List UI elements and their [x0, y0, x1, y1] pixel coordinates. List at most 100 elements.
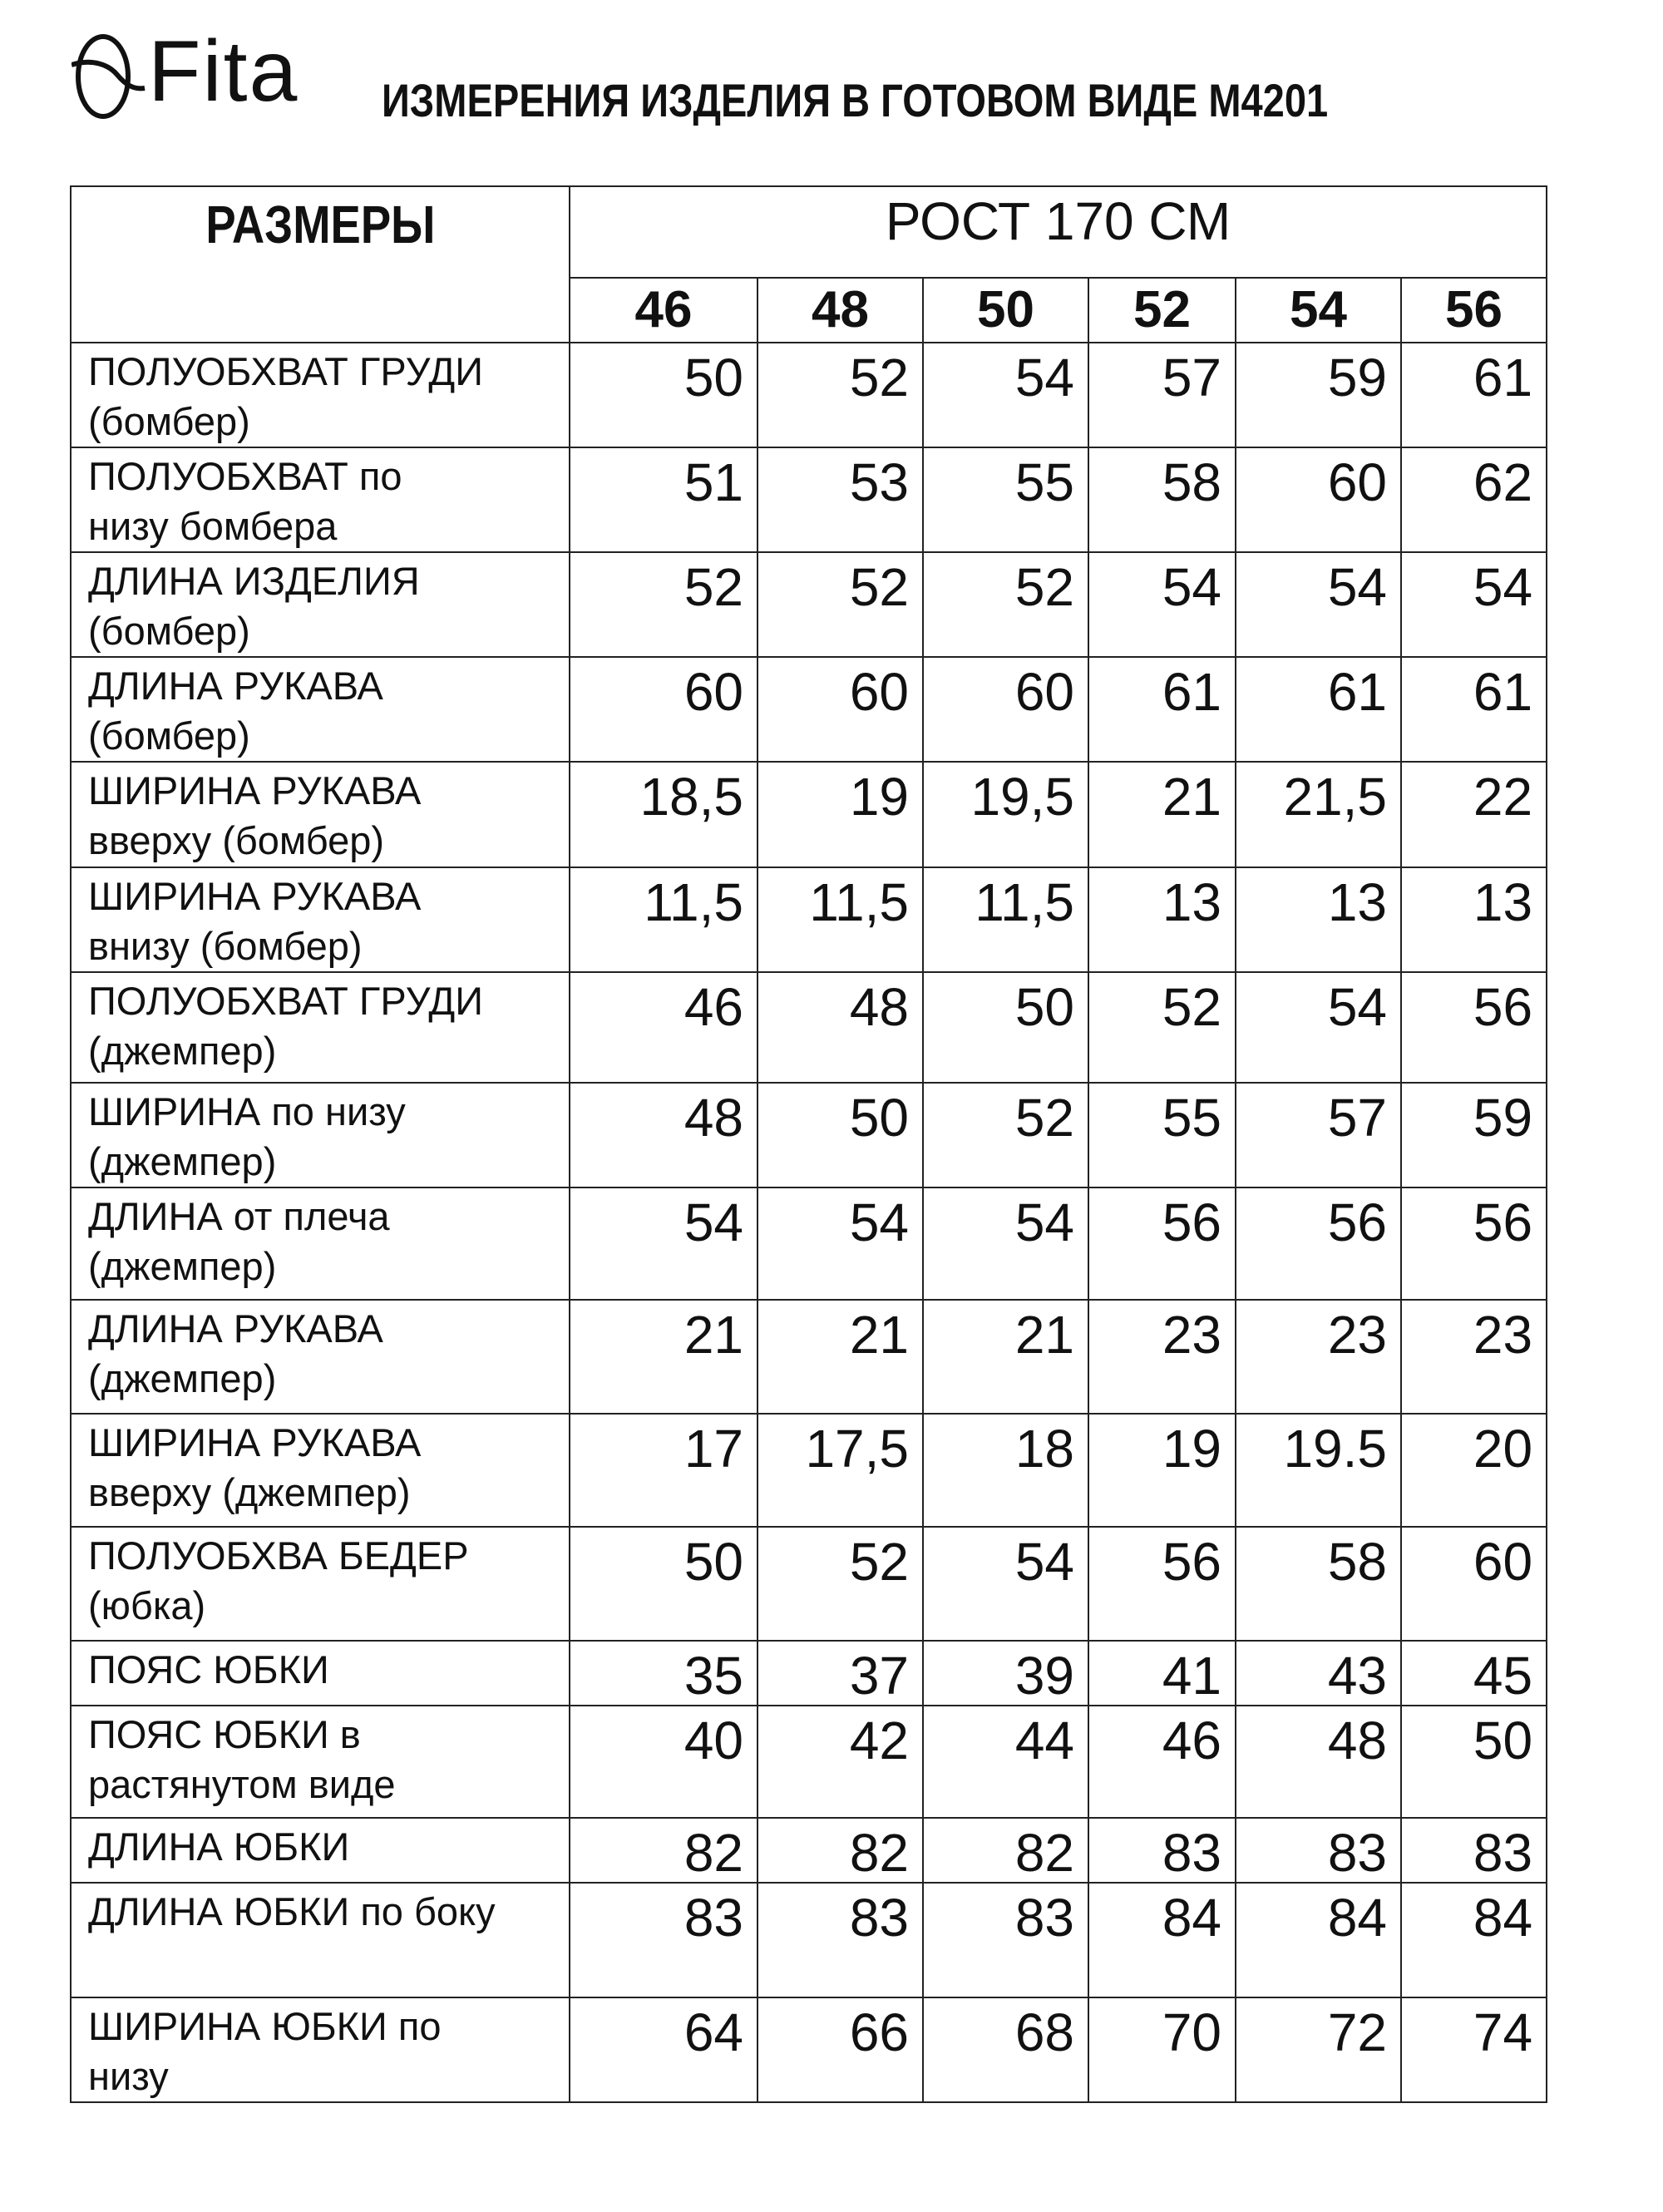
measurement-cell: 84 — [1235, 1882, 1402, 1998]
measurement-cell: 23 — [1399, 1299, 1548, 1415]
measurement-cell: 82 — [757, 1817, 924, 1884]
measurement-cell: 41 — [1088, 1640, 1236, 1706]
measurement-cell: 60 — [757, 656, 924, 763]
measurement-cell: 48 — [569, 1082, 758, 1188]
measurement-cell: 83 — [1088, 1817, 1236, 1884]
measurement-cell: 35 — [569, 1640, 758, 1706]
measurement-cell: 52 — [1088, 971, 1236, 1084]
measurement-cell: 19 — [1088, 1413, 1236, 1528]
measurement-cell: 53 — [757, 447, 924, 553]
measurement-cell: 21 — [922, 1299, 1089, 1415]
measurement-cell: 44 — [922, 1705, 1089, 1819]
table-row: ПОЛУОБХВАТ ГРУДИ (джемпер) 46 48 50 52 54 56 — [70, 971, 1548, 1084]
measurement-cell: 56 — [1399, 1187, 1548, 1301]
measurement-cell: 13 — [1088, 867, 1236, 973]
row-label: ПОЛУОБХВАТ по низу бомбера — [70, 447, 570, 553]
table-row: ДЛИНА от плеча (джемпер) 54 54 54 56 56 56 — [70, 1187, 1548, 1301]
measurement-cell: 17 — [569, 1413, 758, 1528]
measurement-cell: 42 — [757, 1705, 924, 1819]
row-label-line: ДЛИНА ЮБКИ по боку — [88, 1889, 496, 1933]
row-label: ДЛИНА ЮБКИ — [70, 1817, 570, 1884]
table-row: ШИРИНА РУКАВА вверху (джемпер) 17 17,5 18 19 1… — [70, 1413, 1548, 1528]
measurement-cell: 70 — [1088, 1997, 1236, 2103]
measurement-cell: 83 — [569, 1882, 758, 1998]
measurement-cell: 60 — [1235, 447, 1402, 553]
measurement-cell: 54 — [1235, 971, 1402, 1084]
row-label-line: ДЛИНА ЮБКИ — [88, 1824, 350, 1869]
measurement-cell: 23 — [1235, 1299, 1402, 1415]
measurement-cell: 20 — [1399, 1413, 1548, 1528]
measurement-cell: 46 — [1088, 1705, 1236, 1819]
table-row: ПОЯС ЮБКИ 35 37 39 41 43 45 — [70, 1640, 1548, 1706]
measurement-cell: 72 — [1235, 1997, 1402, 2103]
measurement-cell: 55 — [922, 447, 1089, 553]
measurement-cell: 50 — [922, 971, 1089, 1084]
measurement-cell: 61 — [1399, 656, 1548, 763]
measurement-cell: 50 — [1399, 1705, 1548, 1819]
table-row: ПОЛУОБХВА БЕДЕР (юбка) 50 52 54 56 58 60 — [70, 1526, 1548, 1642]
measurement-cell: 54 — [922, 1526, 1089, 1642]
row-label: ПОЯС ЮБКИ в растянутом виде — [70, 1705, 570, 1819]
measurement-cell: 48 — [757, 971, 924, 1084]
measurement-cell: 21 — [757, 1299, 924, 1415]
row-label: ДЛИНА от плеча (джемпер) — [70, 1187, 570, 1301]
measurement-cell: 60 — [1399, 1526, 1548, 1642]
measurement-cell: 60 — [569, 656, 758, 763]
measurement-cell: 45 — [1399, 1640, 1548, 1706]
row-label-line: ШИРИНА ЮБКИ по — [88, 2004, 442, 2048]
size-header-56: 56 — [1399, 277, 1548, 343]
row-label-line: ДЛИНА от плеча — [88, 1194, 390, 1238]
logo-text: Fita — [148, 23, 299, 120]
measurement-cell: 52 — [757, 551, 924, 658]
size-header-46: 46 — [569, 277, 758, 343]
measurements-table: РАЗМЕРЫ РОСТ 170 СМ 46 48 50 52 54 56 ПОЛУОБХ… — [70, 185, 1548, 2103]
measurement-cell: 50 — [569, 1526, 758, 1642]
measurement-cell: 61 — [1399, 342, 1548, 448]
measurement-cell: 84 — [1399, 1882, 1548, 1998]
row-label: ШИРИНА РУКАВА вверху (джемпер) — [70, 1413, 570, 1528]
measurement-cell: 51 — [569, 447, 758, 553]
measurement-cell: 57 — [1235, 1082, 1402, 1188]
measurement-cell: 56 — [1399, 971, 1548, 1084]
row-label-line: (бомбер) — [88, 609, 250, 653]
measurement-cell: 52 — [757, 1526, 924, 1642]
measurement-cell: 52 — [757, 342, 924, 448]
measurement-cell: 19 — [757, 761, 924, 868]
row-label-line: ШИРИНА РУКАВА — [88, 1420, 422, 1464]
measurement-cell: 21,5 — [1235, 761, 1402, 868]
sizes-header: РАЗМЕРЫ — [70, 185, 570, 343]
measurement-cell: 59 — [1399, 1082, 1548, 1188]
measurement-cell: 54 — [922, 342, 1089, 448]
measurement-cell: 54 — [1088, 551, 1236, 658]
measurement-cell: 83 — [1235, 1817, 1402, 1884]
measurement-cell: 52 — [569, 551, 758, 658]
measurement-cell: 50 — [569, 342, 758, 448]
measurement-cell: 82 — [922, 1817, 1089, 1884]
measurement-cell: 82 — [569, 1817, 758, 1884]
measurement-cell: 39 — [922, 1640, 1089, 1706]
measurement-cell: 55 — [1088, 1082, 1236, 1188]
row-label: ПОЛУОБХВАТ ГРУДИ (джемпер) — [70, 971, 570, 1084]
measurement-cell: 19,5 — [922, 761, 1089, 868]
table-row: ПОЛУОБХВАТ ГРУДИ (бомбер) 50 52 54 57 59 61 — [70, 342, 1548, 448]
measurement-cell: 56 — [1088, 1187, 1236, 1301]
row-label-line: растянутом виде — [88, 1762, 396, 1806]
measurement-cell: 56 — [1235, 1187, 1402, 1301]
measurement-cell: 40 — [569, 1705, 758, 1819]
measurement-cell: 17,5 — [757, 1413, 924, 1528]
table-row: ШИРИНА ЮБКИ по низу 64 66 68 70 72 74 — [70, 1997, 1548, 2103]
row-label: ПОЛУОБХВА БЕДЕР (юбка) — [70, 1526, 570, 1642]
measurement-cell: 18 — [922, 1413, 1089, 1528]
page-title: ИЗМЕРЕНИЯ ИЗДЕЛИЯ В ГОТОВОМ ВИДЕ М4201 — [382, 74, 1329, 126]
fita-logo-icon — [72, 34, 146, 119]
table-row: ДЛИНА РУКАВА (джемпер) 21 21 21 23 23 23 — [70, 1299, 1548, 1415]
size-header-48: 48 — [757, 277, 924, 343]
row-label-line: ПОЯС ЮБКИ — [88, 1647, 329, 1691]
measurement-cell: 54 — [757, 1187, 924, 1301]
measurement-cell: 18,5 — [569, 761, 758, 868]
row-label: ДЛИНА ЮБКИ по боку — [70, 1882, 570, 1998]
row-label-line: ПОЛУОБХВАТ ГРУДИ — [88, 979, 484, 1023]
size-header-54: 54 — [1235, 277, 1402, 343]
measurement-cell: 56 — [1088, 1526, 1236, 1642]
measurement-cell: 11,5 — [569, 867, 758, 973]
